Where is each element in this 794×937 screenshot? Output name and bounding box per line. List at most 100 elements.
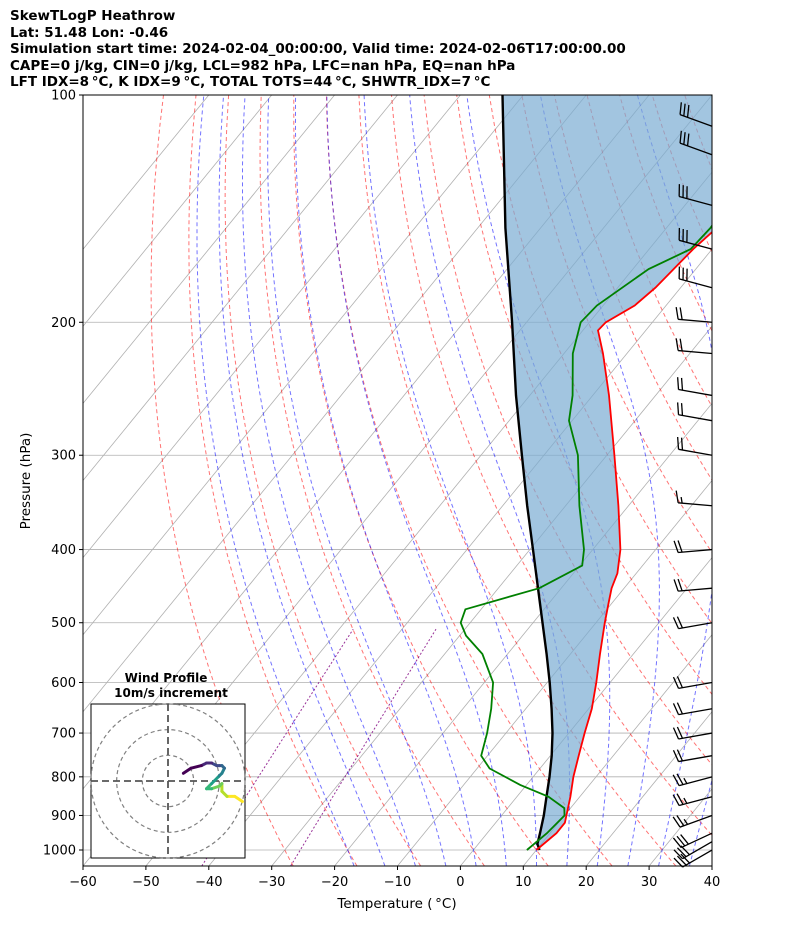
y-tick-label: 500 bbox=[51, 616, 76, 631]
chart-title-line: Lat: 51.48 Lon: -0.46 bbox=[10, 24, 169, 41]
cape-shading bbox=[502, 95, 712, 850]
wind-barb bbox=[673, 578, 713, 592]
barb-flag bbox=[683, 132, 686, 145]
dry-adiabat bbox=[150, 95, 294, 866]
barb-flag bbox=[676, 749, 684, 762]
barb-shaft bbox=[678, 349, 713, 355]
moist-adiabat bbox=[720, 95, 794, 866]
barb-shaft bbox=[678, 195, 713, 206]
wind-barb bbox=[678, 227, 713, 250]
isotherm-line bbox=[334, 402, 712, 866]
wind-barb bbox=[672, 773, 713, 787]
wind-barb bbox=[672, 749, 713, 763]
x-tick-label: 10 bbox=[515, 875, 532, 890]
y-tick-label: 900 bbox=[51, 809, 76, 824]
wind-barb bbox=[672, 832, 713, 849]
dry-adiabat bbox=[325, 95, 613, 866]
x-tick-label: −40 bbox=[195, 875, 222, 890]
barb-flag bbox=[672, 794, 680, 806]
wind-barb bbox=[676, 402, 713, 422]
barb-flag bbox=[676, 616, 684, 629]
barb-half-flag bbox=[683, 818, 689, 825]
dry-adiabat bbox=[750, 95, 794, 866]
wind-barb bbox=[678, 266, 713, 289]
moist-adiabat bbox=[267, 95, 447, 866]
moist-adiabat bbox=[242, 95, 416, 866]
barb-flag bbox=[683, 103, 686, 117]
barb-flag bbox=[676, 436, 680, 450]
x-tick-label: −10 bbox=[384, 875, 411, 890]
barb-shaft bbox=[678, 708, 713, 716]
barb-shaft bbox=[678, 776, 713, 787]
wind-barb bbox=[672, 676, 713, 690]
isotherm-line bbox=[83, 95, 210, 250]
dewpoint-line bbox=[459, 224, 712, 851]
y-tick-label: 800 bbox=[51, 770, 76, 785]
wind-barb bbox=[678, 184, 713, 206]
hodograph-content bbox=[90, 703, 246, 859]
parcel-profile-line bbox=[501, 95, 554, 851]
y-tick-label: 600 bbox=[51, 676, 76, 691]
barb-shaft bbox=[678, 548, 713, 554]
y-tick-label: 300 bbox=[51, 449, 76, 464]
barb-flag bbox=[676, 676, 684, 688]
x-tick-label: −30 bbox=[258, 875, 285, 890]
moist-adiabat bbox=[539, 95, 660, 866]
barb-flag bbox=[680, 403, 684, 416]
barb-flag bbox=[672, 750, 680, 762]
barb-shaft bbox=[678, 414, 713, 422]
barb-flag bbox=[673, 849, 684, 860]
isotherm-line bbox=[83, 95, 524, 636]
dry-adiabat bbox=[293, 95, 549, 866]
barb-shaft bbox=[679, 814, 713, 828]
isotherm-line bbox=[83, 95, 398, 482]
y-tick-label: 400 bbox=[51, 543, 76, 558]
mixing-ratio-line bbox=[201, 628, 354, 866]
isotherm-line bbox=[83, 95, 587, 713]
dry-adiabat bbox=[358, 95, 677, 866]
wind-barb bbox=[675, 306, 713, 323]
barb-flag bbox=[672, 727, 680, 740]
wind-barb bbox=[672, 814, 713, 828]
isotherm-line bbox=[83, 95, 273, 327]
isotherm-line bbox=[522, 634, 712, 866]
barb-shaft bbox=[680, 832, 713, 849]
isotherm-line bbox=[83, 95, 335, 405]
barb-flag bbox=[676, 855, 687, 866]
y-tick-label: 1000 bbox=[43, 844, 76, 859]
barb-shaft bbox=[678, 681, 713, 690]
y-tick-label: 200 bbox=[51, 316, 76, 331]
x-tick-label: −50 bbox=[132, 875, 159, 890]
moist-adiabat bbox=[196, 95, 355, 866]
barb-shaft bbox=[679, 142, 713, 156]
barb-flag bbox=[676, 702, 684, 715]
x-tick-label: −60 bbox=[69, 875, 96, 890]
wind-barb bbox=[679, 130, 713, 156]
moist-adiabat bbox=[295, 95, 477, 866]
barb-flag bbox=[672, 816, 681, 828]
x-tick-label: 0 bbox=[456, 875, 464, 890]
barb-flag bbox=[676, 377, 680, 390]
barb-flag bbox=[677, 578, 683, 592]
y-tick-label: 700 bbox=[51, 727, 76, 742]
dry-adiabat bbox=[391, 95, 712, 837]
isotherm-line bbox=[397, 479, 712, 866]
barb-shaft bbox=[678, 755, 713, 763]
barb-shaft bbox=[678, 278, 713, 289]
barb-half-flag bbox=[680, 496, 683, 504]
x-tick-label: 40 bbox=[704, 875, 721, 890]
barb-shaft bbox=[678, 502, 713, 507]
barb-flag bbox=[676, 835, 686, 847]
barb-flag bbox=[676, 773, 684, 785]
x-axis-label: Temperature ( °C) bbox=[336, 896, 456, 912]
barb-flag bbox=[676, 815, 685, 827]
barb-flag bbox=[677, 540, 683, 553]
wind-barb bbox=[675, 338, 713, 355]
barb-shaft bbox=[678, 239, 713, 250]
temperature-line bbox=[535, 231, 712, 851]
wind-barb bbox=[672, 616, 713, 630]
barb-flag bbox=[672, 774, 680, 786]
barb-flag bbox=[686, 104, 690, 118]
hodograph-inset: Wind Profile 10m/s increment bbox=[90, 671, 246, 859]
